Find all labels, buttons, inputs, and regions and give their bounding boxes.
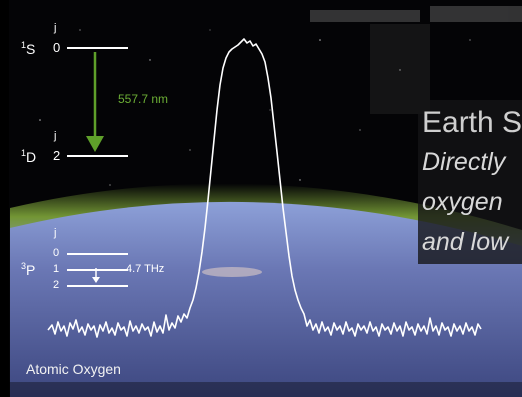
d-j-label: j bbox=[54, 130, 57, 142]
transition-arrow bbox=[86, 52, 104, 152]
s-j-value: 0 bbox=[53, 40, 61, 55]
space-station-silhouette bbox=[310, 6, 522, 114]
p-j-value-0: 0 bbox=[53, 247, 60, 259]
transition-wavelength: 557.7 nm bbox=[118, 92, 169, 106]
p-state-letter: P bbox=[26, 262, 36, 278]
p-j-value-2: 2 bbox=[53, 279, 60, 291]
s-state-letter: S bbox=[26, 41, 36, 57]
s-term-symbol: 1S bbox=[21, 40, 35, 57]
d-j-value: 2 bbox=[53, 148, 61, 163]
earth-surface bbox=[10, 201, 522, 397]
s-multiplicity: 1 bbox=[21, 40, 27, 50]
subtitle-line-3: and low bbox=[422, 228, 509, 256]
title-line: Earth S bbox=[422, 106, 522, 139]
city-light-glow bbox=[202, 267, 262, 277]
p-multiplicity: 3 bbox=[21, 261, 27, 271]
transition-frequency: 4.7 THz bbox=[126, 263, 165, 275]
bottom-shade bbox=[0, 382, 522, 397]
d-term-symbol: 1D bbox=[21, 148, 36, 165]
p-term-symbol: 3P bbox=[21, 261, 35, 278]
d-multiplicity: 1 bbox=[21, 148, 27, 158]
spectrum-caption: Atomic Oxygen bbox=[26, 361, 121, 377]
s-j-label: j bbox=[54, 22, 57, 34]
star-field bbox=[39, 29, 471, 186]
left-border bbox=[0, 0, 9, 397]
subtitle-line-1: Directly bbox=[422, 148, 506, 176]
subtitle-line-2: oxygen bbox=[422, 188, 503, 216]
atmosphere-glow bbox=[10, 183, 522, 250]
d-state-letter: D bbox=[26, 149, 37, 165]
energy-level-lines bbox=[67, 47, 128, 287]
downward-arrow-icon bbox=[92, 268, 100, 283]
p-j-value-1: 1 bbox=[53, 263, 60, 275]
spectrum-line bbox=[47, 38, 482, 338]
p-j-label: j bbox=[54, 227, 57, 239]
title-text-panel: Earth S Directly oxygen and low bbox=[418, 100, 522, 264]
